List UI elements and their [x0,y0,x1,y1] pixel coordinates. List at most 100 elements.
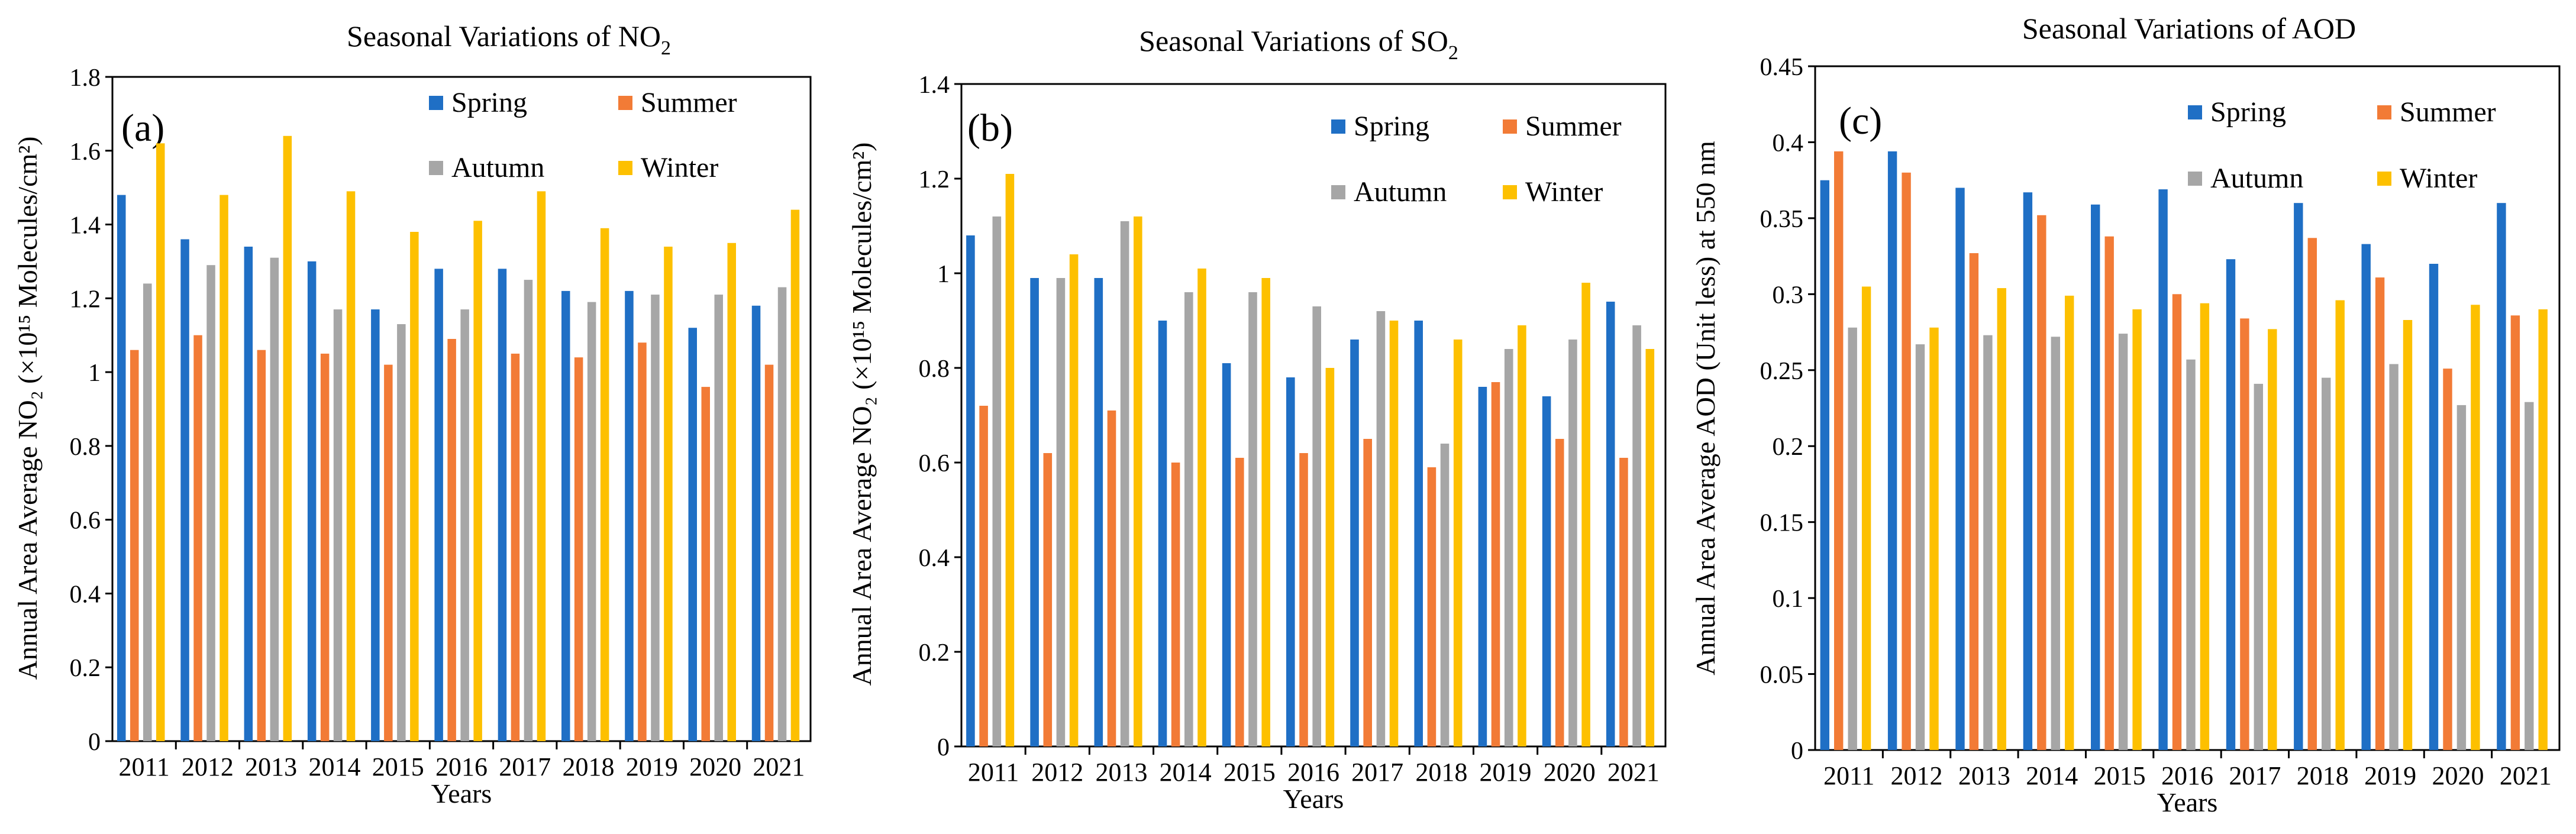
legend-label-summer: Summer [641,87,737,118]
chart-title-subscript: 2 [1448,42,1458,64]
bar-spring [2023,192,2033,750]
bar-winter [156,143,165,742]
bar-winter [2335,300,2345,751]
bar-winter [410,232,419,741]
x-tick-label: 2011 [1823,761,1874,790]
bar-summer [2510,315,2520,750]
bar-winter [473,221,482,741]
bar-summer [320,353,330,741]
bar-spring [1030,278,1039,746]
bar-summer [979,406,988,746]
bar-winter [2403,320,2413,750]
y-tick-label: 0.2 [919,639,950,667]
bar-summer [1299,453,1308,746]
bar-spring [371,309,380,741]
bar-winter [2065,295,2074,750]
bar-autumn [651,295,660,742]
bar-summer [2307,238,2317,750]
y-tick-label: 0.6 [919,450,950,477]
x-tick-label: 2017 [499,752,551,781]
bar-winter [1069,254,1079,746]
bar-summer [384,364,393,741]
y-tick-label: 0.1 [1773,586,1804,613]
y-tick-label: 1 [937,261,950,288]
y-tick-label: 0.4 [70,581,101,608]
bar-summer [257,350,266,741]
x-tick-label: 2011 [118,752,169,781]
legend-label-spring: Spring [451,87,527,118]
bar-summer [1107,410,1116,746]
bar-summer [1555,439,1564,746]
chart-panel-3: Seasonal Variations of AOD (c) 0 0.05 0.1 0.1… [1690,12,2561,817]
y-tick-label: 0.35 [1760,206,1804,233]
legend-swatch-summer [618,96,632,110]
y-tick-label: 1.4 [919,72,950,99]
panel-label: (c) [1839,99,1882,143]
legend-label-winter: Winter [1525,176,1603,208]
y-tick-label: 0.6 [70,507,101,535]
bar-spring [2361,244,2371,751]
bar-autumn [1848,327,1857,750]
panel-label: (a) [121,106,164,150]
x-tick-label: 2020 [1544,758,1596,787]
x-axis-label: Years [1283,784,1344,814]
legend: Spring Summer Autumn Winter [429,87,737,183]
bar-spring [2294,203,2303,750]
bar-winter [2132,309,2142,750]
x-tick-label: 2015 [372,752,424,781]
y-axis-label: Annual Area Average NO₂ (×10¹⁵ Molecules… [847,143,877,686]
bar-spring [1414,321,1423,746]
legend-label-winter: Winter [641,152,718,183]
bar-summer [1427,467,1437,746]
bar-spring [625,290,634,741]
bar-summer [130,350,139,741]
y-tick-label: 1.8 [70,64,101,92]
bar-autumn [397,324,406,741]
bar-summer [447,339,456,741]
bar-winter [2471,305,2480,750]
bar-summer [1969,253,1979,750]
x-tick-label: 2014 [308,752,360,781]
bar-summer [1235,458,1244,746]
bar-autumn [1248,292,1257,746]
x-axis-label: Years [2157,787,2218,817]
bar-spring [434,269,443,741]
legend-swatch-winter [1503,185,1517,199]
bar-summer [1171,463,1180,746]
x-tick-label: 2019 [626,752,678,781]
bar-autumn [1312,306,1321,746]
chart-title-main: Seasonal Variations of NO [347,20,661,53]
bar-autumn [714,295,723,742]
legend-swatch-spring [429,96,443,110]
x-tick-label: 2020 [689,752,741,781]
bar-winter [2200,303,2210,750]
legend-swatch-summer [2377,105,2391,119]
bar-winter [790,209,800,742]
x-tick-label: 2012 [1031,758,1083,787]
bar-summer [1619,458,1628,746]
x-tick-label: 2013 [245,752,297,781]
legend-swatch-autumn [429,161,443,175]
bar-spring [244,247,253,741]
bar-spring [2158,189,2168,751]
bar-spring [307,261,317,741]
y-tick-label: 1.2 [70,286,101,313]
legend-label-summer: Summer [1525,111,1622,142]
chart-panel-2: Seasonal Variations of SO2 (b) 0 0.2 0.4 0.6 0… [847,24,1667,814]
bar-spring [1222,363,1231,746]
chart-title: Seasonal Variations of NO2 [347,20,671,59]
y-tick-label: 0.05 [1760,662,1804,689]
bar-winter [1518,325,1526,746]
x-tick-label: 2015 [1224,758,1276,787]
chart-title-main: Seasonal Variations of AOD [2022,12,2356,45]
bar-spring [1286,377,1295,746]
legend-swatch-spring [1331,119,1345,134]
y-tick-label: 1 [88,360,101,387]
bar-autumn [1915,344,1925,750]
x-tick-label: 2012 [1891,761,1943,790]
y-tick-label: 1.4 [70,212,101,240]
x-tick-label: 2021 [753,752,805,781]
y-tick-label: 0 [88,729,101,756]
bar-winter [1645,349,1655,746]
bar-summer [1834,151,1844,750]
